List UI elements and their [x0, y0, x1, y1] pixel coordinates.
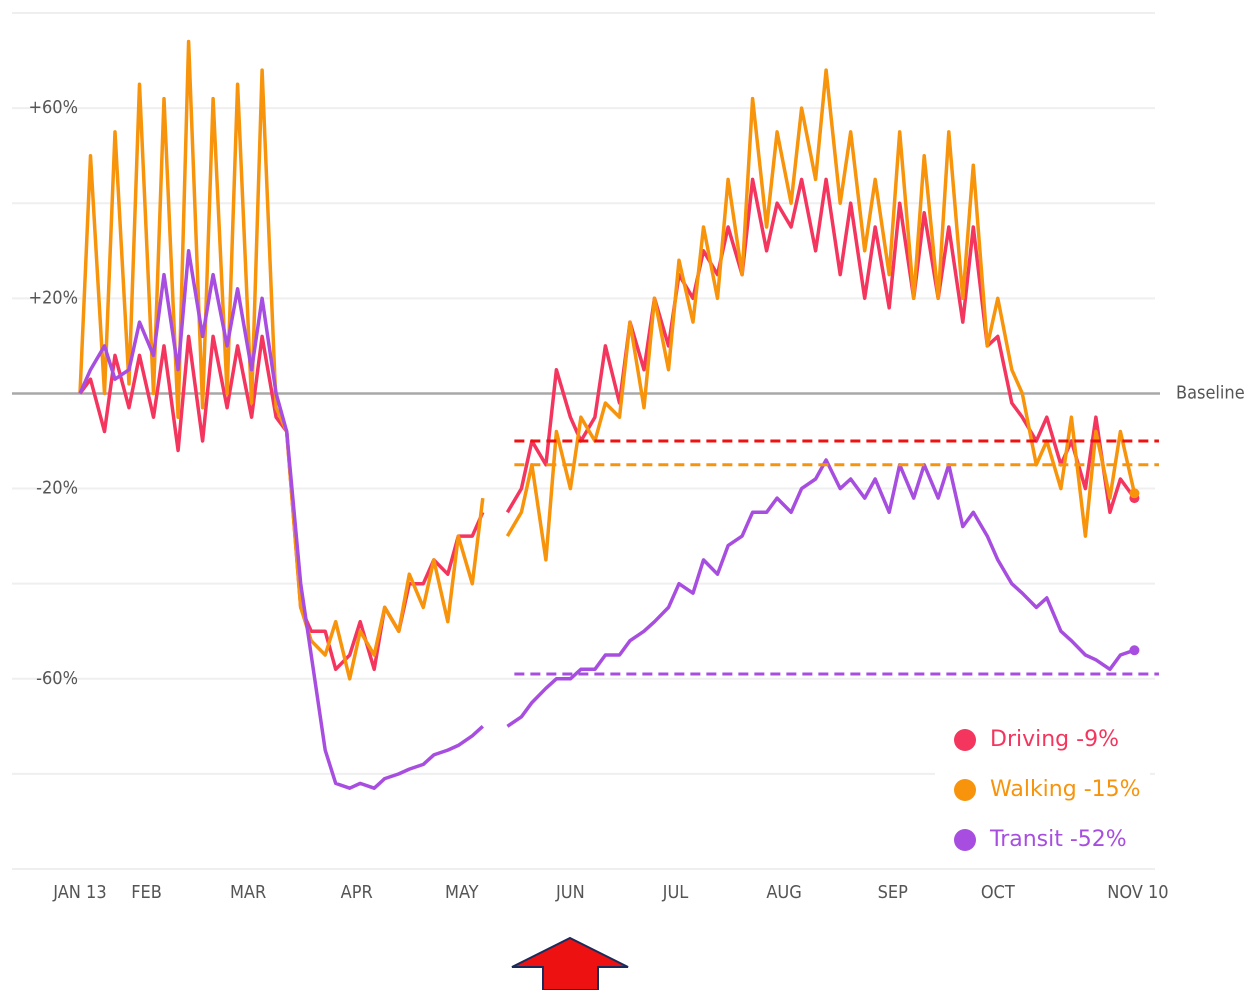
- legend-marker: [954, 829, 976, 851]
- axis: +60% +20% -20% -60% Baseline JAN 13 FEB MAR APR M…: [28, 97, 1244, 903]
- y-tick-label: -20%: [36, 478, 78, 499]
- y-tick-label: +60%: [28, 97, 78, 118]
- legend-marker: [954, 729, 976, 751]
- x-tick-label: JAN 13: [52, 882, 106, 903]
- series-line: [78, 249, 1135, 790]
- legend-label: Transit -52%: [989, 827, 1127, 852]
- legend-marker: [954, 779, 976, 801]
- x-tick-label: AUG: [766, 882, 801, 903]
- x-tick-label: SEP: [878, 882, 909, 903]
- x-tick-label: OCT: [981, 882, 1015, 903]
- series-line: [78, 177, 1136, 672]
- x-tick-label: MAY: [445, 882, 479, 903]
- plot-area: [78, 39, 1159, 790]
- x-tick-label: JUN: [555, 882, 585, 903]
- x-tick-label: FEB: [131, 882, 162, 903]
- legend-label: Driving -9%: [990, 727, 1119, 752]
- x-tick-label: JUL: [662, 882, 689, 903]
- end-point: [1129, 488, 1140, 499]
- series-line: [78, 39, 1137, 681]
- x-tick-label: APR: [341, 882, 373, 903]
- baseline-label: Baseline: [1176, 382, 1245, 403]
- legend-label: Walking -15%: [990, 777, 1141, 802]
- y-tick-label: -60%: [36, 668, 78, 689]
- end-point: [1129, 645, 1140, 656]
- grid: [12, 12, 1160, 870]
- x-tick-label: MAR: [230, 882, 266, 903]
- x-tick-label: NOV 10: [1107, 882, 1168, 903]
- y-tick-label: +20%: [28, 287, 78, 308]
- legend: Driving -9% Walking -15% Transit -52%: [954, 727, 1141, 852]
- pointer-arrow: [511, 936, 629, 990]
